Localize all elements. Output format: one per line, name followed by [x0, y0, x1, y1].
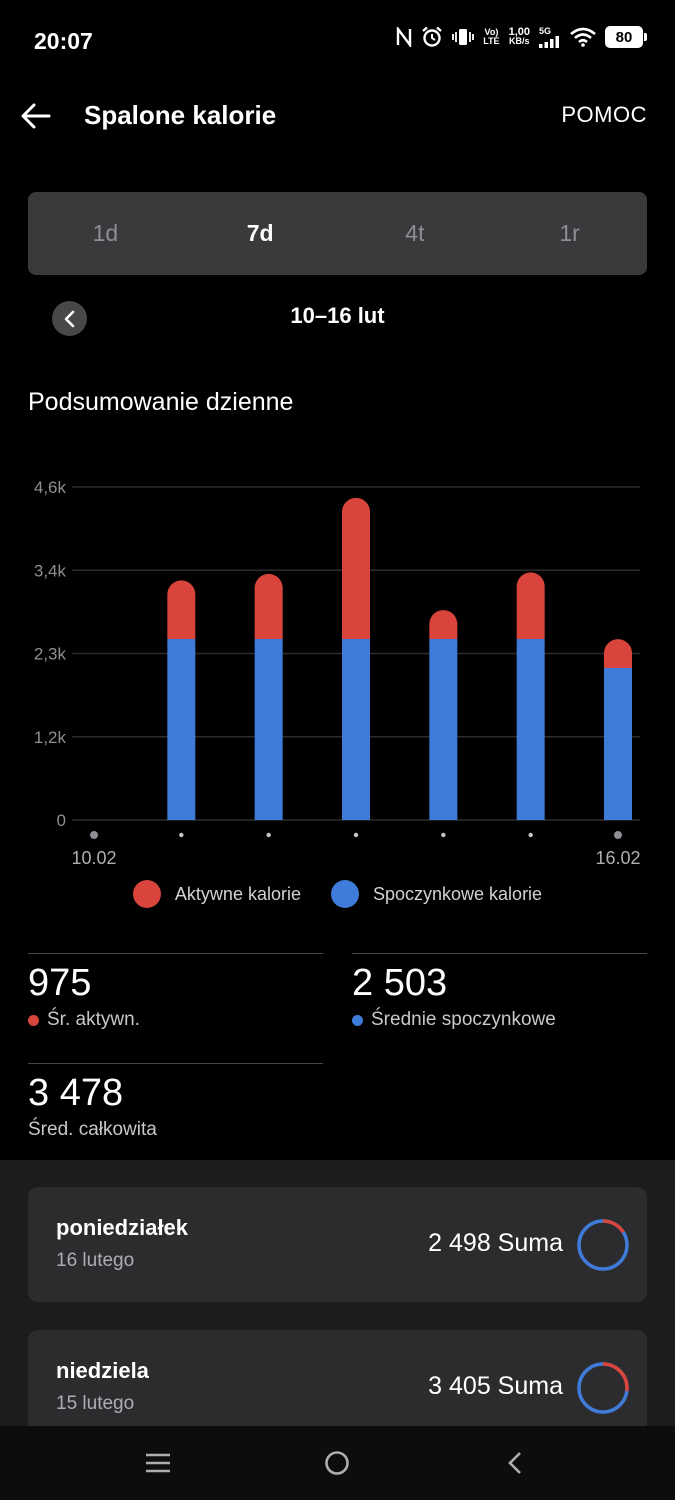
nfc-icon — [396, 27, 412, 47]
y-tick-label: 1,2k — [34, 728, 67, 747]
volte-icon: Vo) LTE — [483, 27, 500, 46]
day-total: 2 498 Suma — [428, 1229, 563, 1257]
stat-label: Śred. całkowita — [28, 1119, 157, 1140]
divider — [28, 953, 323, 954]
legend-label-resting: Spoczynkowe kalorie — [372, 883, 543, 904]
legend-item-active: Aktywne kalorie — [132, 880, 301, 908]
day-name: poniedziałek — [56, 1215, 189, 1240]
system-nav-bar — [0, 1426, 675, 1500]
bar-resting — [429, 639, 458, 820]
help-button[interactable]: POMOC — [561, 102, 647, 127]
day-date: 16 lutego — [56, 1250, 135, 1271]
progress-ring-icon — [577, 1362, 629, 1414]
menu-button[interactable] — [143, 1448, 173, 1478]
prev-period-button[interactable] — [52, 301, 87, 336]
x-tick-dot — [90, 831, 98, 839]
day-card-sunday[interactable]: niedziela 15 lutego 3 405 Suma — [28, 1330, 647, 1426]
home-button[interactable] — [322, 1448, 352, 1478]
x-tick-dot — [614, 831, 622, 839]
x-tick-label: 16.02 — [595, 848, 640, 868]
status-icons: Vo) LTE 1,00 KB/s 5G 80 — [396, 26, 647, 48]
home-icon — [325, 1451, 349, 1475]
tab-1d[interactable]: 1d — [92, 220, 119, 246]
bar-resting — [516, 639, 545, 820]
divider — [28, 1063, 323, 1064]
bar-active — [342, 497, 370, 640]
tab-4t[interactable]: 4t — [405, 220, 425, 246]
wifi-icon — [570, 27, 596, 47]
active-dot-icon — [28, 1014, 39, 1026]
stat-value: 3 478 — [28, 1072, 124, 1114]
ring-active — [577, 1362, 629, 1414]
x-tick-label: 10.02 — [71, 848, 116, 868]
stat-value: 2 503 — [352, 962, 448, 1004]
chart-legend: Aktywne kalorie Spoczynkowe kalorie — [0, 880, 675, 908]
ring-active — [577, 1219, 629, 1271]
battery-indicator: 80 — [605, 26, 647, 48]
x-tick-dot — [266, 832, 271, 838]
legend-dot-resting — [330, 880, 359, 908]
progress-ring-icon — [577, 1219, 629, 1271]
y-tick-label: 2,3k — [34, 645, 67, 664]
section-title: Podsumowanie dzienne — [28, 388, 294, 416]
data-speed-icon: 1,00 KB/s — [508, 26, 530, 46]
stat-avg-total: 3 478 Śred. całkowita — [28, 1072, 157, 1141]
bar-active — [254, 573, 283, 640]
menu-icon — [146, 1453, 170, 1473]
x-tick-dot — [441, 832, 446, 838]
signal-5g-icon: 5G — [539, 26, 561, 48]
bar-resting — [604, 667, 632, 820]
stat-avg-active: 975 Śr. aktywn. — [28, 962, 140, 1031]
nav-back-button[interactable] — [500, 1448, 530, 1478]
x-tick-dot — [353, 832, 359, 838]
day-date: 15 lutego — [56, 1393, 135, 1414]
bar-resting — [254, 639, 283, 820]
status-bar: 20:07 Vo) LTE 1,00 KB/s 5G 80 — [0, 0, 675, 84]
resting-dot-icon — [352, 1014, 363, 1026]
tab-7d[interactable]: 7d — [246, 220, 274, 246]
bar-resting — [342, 639, 370, 820]
stat-label: Śr. aktywn. — [47, 1009, 140, 1030]
divider — [352, 953, 647, 954]
back-icon — [508, 1452, 521, 1474]
back-button[interactable] — [18, 98, 54, 134]
bar-active — [167, 580, 196, 640]
stat-label: Średnie spoczynkowe — [371, 1009, 556, 1030]
app-header: Spalone kalorie POMOC — [0, 84, 675, 148]
x-tick-dot — [528, 832, 533, 838]
stat-avg-resting: 2 503 Średnie spoczynkowe — [352, 962, 556, 1031]
bar-active — [516, 572, 545, 640]
y-tick-label: 4,6k — [34, 478, 67, 497]
x-tick-dot — [179, 832, 184, 838]
calories-bar-chart[interactable]: 0 1,2k 2,3k 3,4k 4,6k 10.02 16.02 — [0, 460, 675, 880]
y-tick-label: 0 — [57, 811, 66, 830]
arrow-left-icon — [21, 103, 51, 129]
tab-1r[interactable]: 1r — [559, 220, 580, 246]
legend-label-active: Aktywne kalorie — [174, 883, 301, 904]
alarm-icon — [421, 26, 443, 48]
legend-item-resting: Spoczynkowe kalorie — [330, 880, 543, 908]
page-title: Spalone kalorie — [84, 100, 277, 130]
day-total: 3 405 Suma — [428, 1372, 563, 1400]
day-card-monday[interactable]: poniedziałek 16 lutego 2 498 Suma — [28, 1187, 647, 1302]
period-tabs: 1d 7d 4t 1r — [28, 192, 647, 275]
y-tick-label: 3,4k — [34, 561, 67, 580]
bar-active — [429, 610, 458, 640]
chevron-left-icon — [64, 310, 74, 327]
status-time: 20:07 — [34, 28, 93, 54]
day-list: poniedziałek 16 lutego 2 498 Suma niedzi… — [0, 1160, 675, 1426]
day-name: niedziela — [56, 1358, 149, 1383]
vibrate-icon — [452, 27, 475, 47]
bar-resting — [167, 639, 196, 820]
bar-active — [604, 639, 632, 668]
date-range: 10–16 lut — [290, 303, 385, 328]
stat-value: 975 — [28, 962, 92, 1004]
legend-dot-active — [132, 880, 161, 908]
